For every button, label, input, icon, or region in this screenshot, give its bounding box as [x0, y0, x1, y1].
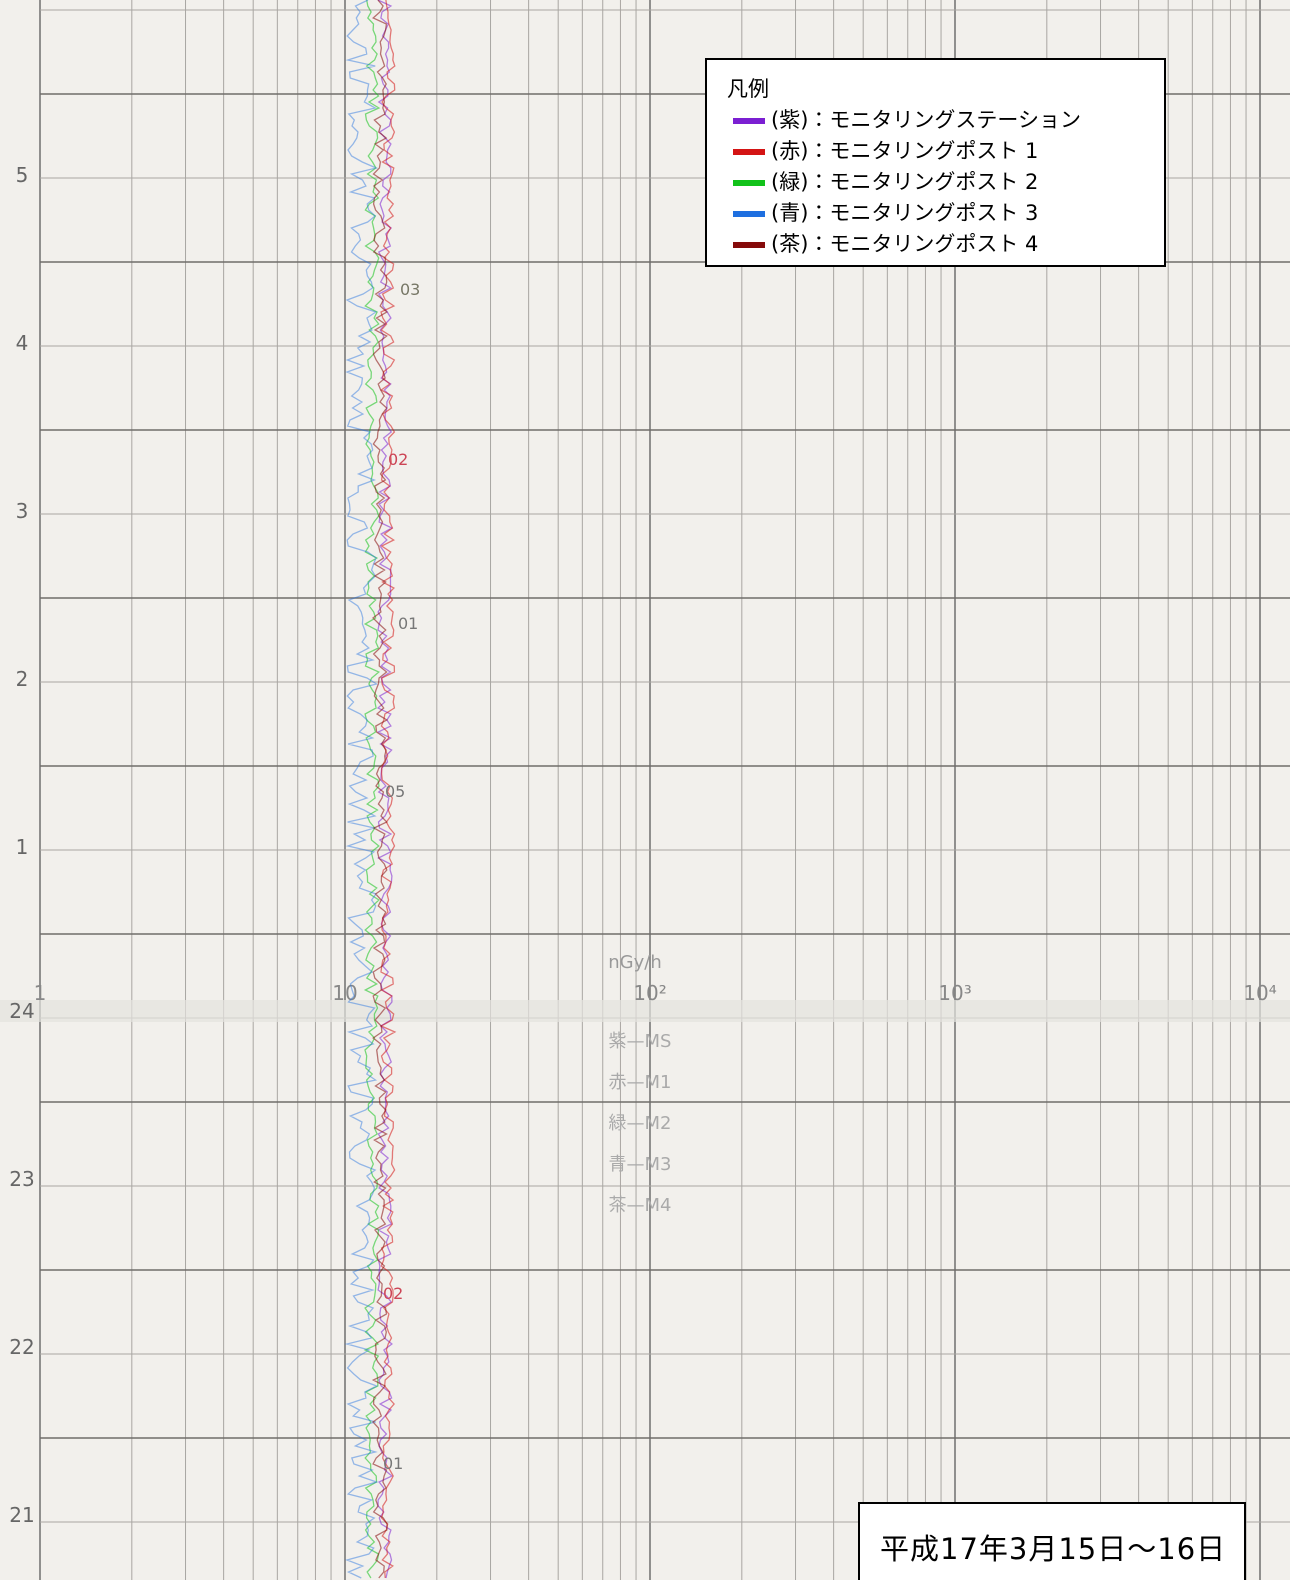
legend: 凡例 (紫)：モニタリングステーション(赤)：モニタリングポスト 1(緑)：モニ… — [705, 58, 1166, 267]
pen-label: 赤—M1 — [609, 1072, 672, 1093]
legend-swatch — [733, 211, 765, 217]
legend-item: (茶)：モニタリングポスト 4 — [727, 229, 1164, 260]
hour-label: 24 — [9, 999, 34, 1023]
legend-items: (紫)：モニタリングステーション(赤)：モニタリングポスト 1(緑)：モニタリン… — [727, 105, 1164, 260]
trace-mark: 01 — [383, 1454, 403, 1473]
legend-item: (緑)：モニタリングポスト 2 — [727, 167, 1164, 198]
hour-label: 2 — [16, 667, 29, 691]
scale-label: 10³ — [938, 981, 971, 1005]
trace-mark: 01 — [398, 614, 418, 633]
trace-mark: 03 — [400, 280, 420, 299]
hour-label: 22 — [9, 1335, 34, 1359]
legend-item: (赤)：モニタリングポスト 1 — [727, 136, 1164, 167]
trace — [347, 0, 377, 1578]
pen-label: 緑—M2 — [609, 1113, 672, 1134]
trace — [365, 0, 379, 1578]
legend-swatch — [733, 242, 765, 248]
legend-title: 凡例 — [727, 74, 1164, 105]
legend-swatch — [733, 149, 765, 155]
legend-swatch — [733, 118, 765, 124]
unit-label: nGy/h — [608, 952, 661, 973]
trace-mark: 05 — [385, 782, 405, 801]
pen-label: 青—M3 — [609, 1154, 672, 1175]
legend-label: (茶)：モニタリングポスト 4 — [771, 229, 1038, 260]
hour-label: 21 — [9, 1503, 34, 1527]
scale-label: 10² — [633, 981, 666, 1005]
scale-label: 10⁴ — [1243, 981, 1276, 1005]
legend-label: (赤)：モニタリングポスト 1 — [771, 136, 1038, 167]
legend-label: (青)：モニタリングポスト 3 — [771, 198, 1038, 229]
hour-label: 1 — [16, 835, 29, 859]
scale-label: 1 — [34, 981, 47, 1005]
hour-label: 23 — [9, 1167, 34, 1191]
pen-label: 茶—M4 — [609, 1195, 672, 1216]
legend-swatch — [733, 180, 765, 186]
trace-mark: 02 — [388, 450, 408, 469]
legend-item: (紫)：モニタリングステーション — [727, 105, 1164, 136]
legend-label: (紫)：モニタリングステーション — [771, 105, 1081, 136]
hour-label: 4 — [16, 331, 29, 355]
hour-label: 5 — [16, 163, 29, 187]
legend-item: (青)：モニタリングポスト 3 — [727, 198, 1164, 229]
page: 543212423222111010²10³10⁴nGy/h紫—MS赤—M1緑—… — [0, 0, 1290, 1580]
legend-label: (緑)：モニタリングポスト 2 — [771, 167, 1038, 198]
date-label: 平成17年3月15日～16日 — [858, 1502, 1246, 1580]
trace-mark: 02 — [383, 1284, 403, 1303]
scale-label: 10 — [332, 981, 357, 1005]
pen-label: 紫—MS — [609, 1031, 672, 1052]
hour-label: 3 — [16, 499, 29, 523]
